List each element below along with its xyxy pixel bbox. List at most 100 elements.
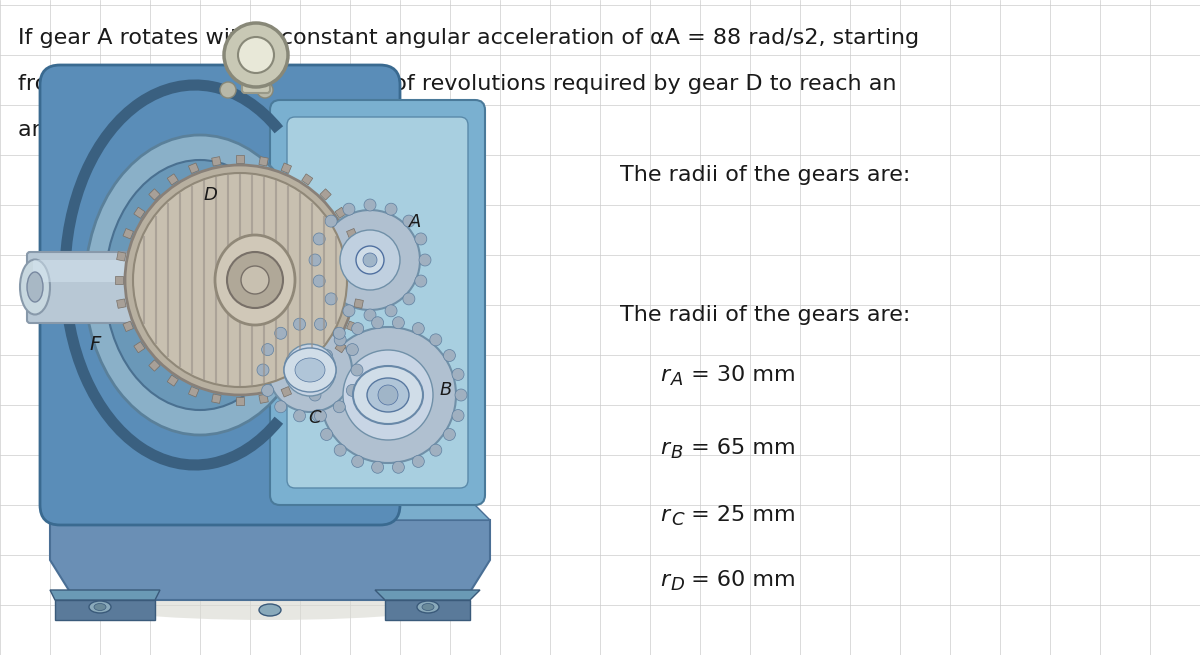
Circle shape (320, 210, 420, 310)
Circle shape (364, 199, 376, 211)
Circle shape (262, 384, 274, 396)
Ellipse shape (422, 603, 434, 610)
Bar (211, 157, 221, 166)
Text: D: D (203, 186, 217, 204)
Circle shape (347, 344, 359, 356)
Text: B: B (440, 381, 452, 399)
Circle shape (125, 165, 355, 395)
Circle shape (430, 334, 442, 346)
Text: = 25 mm: = 25 mm (684, 505, 796, 525)
FancyBboxPatch shape (287, 117, 468, 488)
Bar (347, 229, 358, 239)
Bar (347, 321, 358, 331)
FancyBboxPatch shape (34, 260, 252, 282)
Circle shape (413, 323, 425, 335)
Ellipse shape (89, 601, 112, 613)
Text: = 30 mm: = 30 mm (684, 365, 796, 385)
Ellipse shape (295, 358, 325, 382)
Circle shape (343, 305, 355, 317)
Circle shape (227, 252, 283, 308)
Ellipse shape (20, 259, 50, 314)
FancyBboxPatch shape (242, 59, 270, 93)
Bar (354, 252, 364, 261)
Circle shape (352, 364, 364, 376)
Bar (320, 360, 331, 371)
Bar (301, 375, 313, 386)
Text: = 60 mm: = 60 mm (684, 570, 796, 590)
Ellipse shape (215, 235, 295, 325)
Circle shape (257, 82, 274, 98)
Circle shape (313, 233, 325, 245)
Text: from rest, determine the number of revolutions required by gear D to reach an: from rest, determine the number of revol… (18, 74, 896, 94)
Circle shape (415, 275, 427, 287)
Circle shape (413, 455, 425, 468)
Text: = 65 mm: = 65 mm (684, 438, 796, 458)
Circle shape (310, 254, 322, 266)
Text: A: A (409, 213, 421, 231)
Bar (281, 386, 292, 397)
Bar (122, 229, 133, 239)
Text: r: r (660, 505, 670, 525)
Circle shape (352, 455, 364, 468)
Ellipse shape (259, 604, 281, 616)
Bar (149, 189, 160, 200)
Circle shape (294, 318, 306, 330)
Bar (149, 360, 160, 371)
Bar (358, 276, 365, 284)
Bar (134, 207, 145, 218)
Text: The radii of the gears are:: The radii of the gears are: (620, 305, 911, 325)
Circle shape (430, 444, 442, 456)
Ellipse shape (70, 580, 470, 620)
Circle shape (325, 293, 337, 305)
Ellipse shape (85, 135, 314, 435)
Circle shape (378, 385, 398, 405)
Bar (211, 394, 221, 403)
Circle shape (343, 203, 355, 215)
Circle shape (444, 428, 456, 440)
Circle shape (284, 344, 336, 396)
Bar (116, 252, 126, 261)
Circle shape (403, 215, 415, 227)
Bar (236, 397, 244, 405)
Ellipse shape (418, 601, 439, 613)
Text: r: r (660, 365, 670, 385)
Circle shape (268, 328, 352, 412)
Circle shape (275, 328, 287, 339)
Bar (281, 163, 292, 174)
Bar (188, 386, 199, 397)
Circle shape (385, 305, 397, 317)
Circle shape (347, 384, 359, 396)
Text: B: B (671, 444, 683, 462)
Text: If gear A rotates with a constant angular acceleration of αA = 88 rad/s2, starti: If gear A rotates with a constant angula… (18, 28, 919, 48)
Text: D: D (671, 576, 685, 594)
Polygon shape (50, 520, 490, 600)
Circle shape (241, 266, 269, 294)
Circle shape (364, 253, 377, 267)
Ellipse shape (28, 272, 43, 302)
Text: C: C (308, 409, 322, 427)
Ellipse shape (106, 160, 295, 410)
Text: angular velocity of 550 rpm.: angular velocity of 550 rpm. (18, 120, 335, 140)
Circle shape (352, 323, 364, 335)
Circle shape (392, 461, 404, 474)
Circle shape (452, 409, 464, 422)
Circle shape (364, 309, 376, 321)
Bar (259, 394, 269, 403)
Circle shape (133, 173, 347, 387)
Text: F: F (89, 335, 101, 354)
Text: r: r (660, 438, 670, 458)
Ellipse shape (367, 378, 409, 412)
Circle shape (334, 444, 346, 456)
Bar (259, 157, 269, 166)
Text: A: A (671, 371, 683, 389)
Bar (335, 207, 346, 218)
Circle shape (334, 328, 346, 339)
Circle shape (314, 410, 326, 422)
Circle shape (320, 350, 332, 362)
Circle shape (262, 344, 274, 356)
Circle shape (312, 409, 324, 422)
Bar (167, 375, 179, 386)
FancyBboxPatch shape (28, 252, 263, 323)
Circle shape (444, 350, 456, 362)
Polygon shape (55, 600, 155, 620)
